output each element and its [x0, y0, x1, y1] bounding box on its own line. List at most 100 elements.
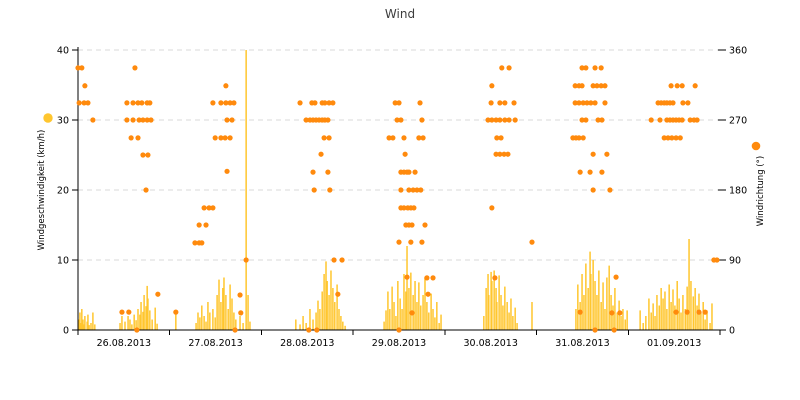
wind-direction-point: [401, 205, 407, 211]
wind-speed-bar: [223, 277, 225, 330]
wind-direction-point: [390, 135, 396, 141]
wind-speed-bar: [405, 291, 407, 330]
wind-speed-bar: [608, 265, 610, 330]
wind-speed-bar: [201, 305, 203, 330]
wind-direction-point: [692, 83, 698, 89]
wind-direction-point: [590, 187, 596, 193]
wind-direction-point: [576, 135, 582, 141]
wind-direction-point: [602, 100, 608, 106]
x-axis-date-label: 28.08.2013: [280, 338, 334, 349]
wind-direction-point: [144, 117, 150, 123]
wind-direction-point: [414, 187, 420, 193]
wind-direction-point: [502, 100, 508, 106]
wind-speed-bar: [387, 291, 389, 330]
wind-direction-point: [577, 309, 583, 315]
wind-direction-point: [173, 309, 179, 315]
wind-direction-point: [339, 257, 345, 263]
wind-speed-bar: [319, 309, 321, 330]
wind-speed-bar: [78, 319, 80, 330]
wind-speed-bar: [82, 319, 84, 330]
wind-direction-point: [599, 169, 605, 175]
wind-speed-bar: [247, 295, 249, 330]
wind-speed-bar: [676, 281, 678, 330]
wind-speed-bar: [658, 305, 660, 330]
wind-direction-point: [602, 83, 608, 89]
wind-speed-bar: [642, 323, 644, 330]
wind-speed-bar: [652, 303, 654, 330]
wind-direction-point: [494, 135, 500, 141]
wind-direction-point: [416, 135, 422, 141]
wind-direction-point: [505, 151, 511, 157]
wind-direction-point: [590, 151, 596, 157]
wind-speed-bar: [295, 319, 297, 330]
wind-direction-point: [492, 275, 498, 281]
wind-direction-point: [398, 187, 404, 193]
wind-direction-point: [222, 135, 228, 141]
wind-speed-bar: [203, 316, 205, 330]
wind-speed-bar: [498, 275, 500, 330]
wind-direction-points: [75, 65, 720, 333]
wind-direction-point: [311, 187, 317, 193]
left-axis-tick-label: 10: [57, 256, 69, 267]
wind-direction-point: [229, 117, 235, 123]
wind-direction-point: [613, 274, 619, 280]
wind-speed-bar: [704, 319, 706, 330]
wind-direction-point: [411, 205, 417, 211]
wind-speed-bar: [233, 312, 235, 330]
wind-direction-point: [192, 240, 198, 246]
wind-speed-bar: [83, 324, 85, 330]
wind-speed-bar: [602, 282, 604, 330]
wind-speed-bar: [334, 302, 336, 330]
wind-direction-point: [132, 65, 138, 71]
wind-direction-point: [325, 117, 331, 123]
right-axis-tick-label: 90: [729, 256, 741, 267]
wind-direction-point: [592, 65, 598, 71]
wind-speed-bar: [418, 282, 420, 330]
wind-direction-point: [580, 135, 586, 141]
wind-direction-point: [224, 117, 230, 123]
wind-direction-point: [489, 205, 495, 211]
wind-speed-bar: [149, 310, 151, 330]
wind-speed-bar: [199, 317, 201, 330]
wind-speed-bar: [579, 302, 581, 330]
wind-speed-bar: [585, 263, 587, 330]
wind-speed-bar: [598, 270, 600, 330]
wind-direction-point: [418, 187, 424, 193]
right-axis-tick-label: 0: [729, 326, 735, 337]
wind-direction-point: [206, 205, 212, 211]
wind-direction-point: [587, 169, 593, 175]
wind-speed-bar: [575, 309, 577, 330]
wind-speed-bar: [678, 298, 680, 330]
wind-speed-bar: [222, 288, 224, 330]
wind-speed-bar: [624, 319, 626, 330]
wind-direction-point: [599, 117, 605, 123]
wind-speed-bar: [81, 309, 83, 330]
wind-direction-point: [136, 117, 142, 123]
wind-speed-bar: [323, 274, 325, 330]
wind-speed-bar: [420, 305, 422, 330]
wind-direction-point: [325, 169, 331, 175]
left-axis-tick-label: 40: [57, 46, 69, 57]
wind-speed-bar: [694, 288, 696, 330]
wind-speed-bar: [139, 314, 141, 330]
wind-direction-point: [312, 100, 318, 106]
wind-speed-bar: [231, 298, 233, 330]
wind-direction-point: [386, 135, 392, 141]
wind-direction-point: [130, 100, 136, 106]
wind-direction-point: [130, 117, 136, 123]
wind-speed-bar: [531, 302, 533, 330]
wind-direction-point: [611, 327, 617, 333]
wind-direction-point: [594, 83, 600, 89]
wind-direction-point: [609, 310, 615, 316]
wind-direction-point: [684, 309, 690, 315]
wind-direction-point: [576, 100, 582, 106]
x-axis-date-label: 30.08.2013: [464, 338, 518, 349]
wind-speed-bar: [514, 307, 516, 330]
wind-speed-bar: [406, 246, 408, 330]
wind-direction-point: [199, 240, 205, 246]
wind-speed-bar: [438, 323, 440, 330]
wind-speed-bar: [428, 312, 430, 330]
left-axis-tick-label: 0: [63, 326, 69, 337]
wind-speed-bar: [129, 319, 131, 330]
